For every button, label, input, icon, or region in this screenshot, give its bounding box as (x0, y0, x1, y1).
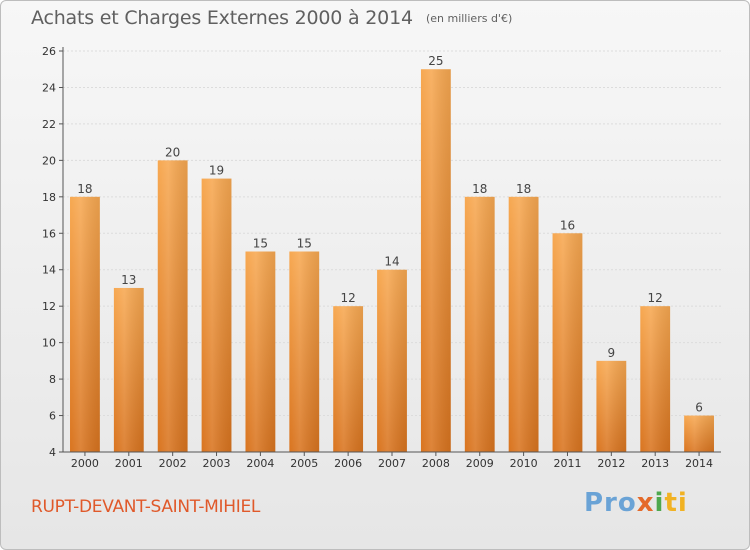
x-tick-label: 2003 (203, 457, 231, 470)
x-tick-label: 2006 (334, 457, 362, 470)
bars (70, 69, 714, 453)
y-tick-label: 18 (42, 191, 56, 204)
bar-shine (113, 287, 144, 452)
chart-subtitle: (en milliers d'€) (425, 12, 513, 25)
bar-value-label: 6 (695, 401, 703, 415)
bar-shine (70, 196, 100, 452)
bar-value-label: 19 (209, 164, 224, 178)
x-tick-label: 2000 (71, 457, 99, 470)
bar-value-label: 15 (297, 237, 312, 251)
logo-part-1: Pro (584, 488, 637, 518)
bar-shine (333, 306, 364, 452)
bar-shine (245, 251, 276, 452)
y-tick-label: 14 (42, 264, 56, 277)
y-tick-label: 26 (42, 45, 56, 58)
proxiti-logo[interactable]: Proxiti (584, 488, 688, 518)
bar-shine (684, 415, 714, 452)
bar-shine (201, 178, 232, 452)
x-tick-label: 2011 (553, 457, 581, 470)
bar-shine (289, 251, 320, 452)
y-tick-label: 22 (42, 118, 56, 131)
x-tick-label: 2004 (246, 457, 274, 470)
y-tick-label: 10 (42, 337, 56, 350)
x-tick-label: 2009 (466, 457, 494, 470)
bar-value-label: 12 (648, 291, 663, 305)
bar-value-label: 18 (77, 182, 92, 196)
x-tick-label: 2013 (641, 457, 669, 470)
bar-value-label: 20 (165, 145, 180, 159)
x-tick-label: 2010 (510, 457, 538, 470)
bar-value-label: 12 (340, 291, 355, 305)
bar-value-label: 16 (560, 218, 575, 232)
y-tick-label: 8 (49, 373, 56, 386)
bar-shine (377, 269, 407, 452)
bar-value-label: 13 (121, 273, 136, 287)
x-tick-label: 2001 (115, 457, 143, 470)
y-tick-label: 4 (49, 446, 56, 459)
chart-title: Achats et Charges Externes 2000 à 2014 (31, 7, 413, 29)
bar-shine (596, 360, 627, 452)
axes: 4 6 8 10 12 14 16 18 20 22 24 26 2000 2001 2002 2003 200… (42, 45, 721, 470)
y-tick-label: 20 (42, 154, 56, 167)
y-tick-label: 12 (42, 300, 56, 313)
bar-value-label: 18 (472, 182, 487, 196)
x-tick-label: 2002 (159, 457, 187, 470)
bar-shine (157, 160, 188, 452)
x-tick-label: 2012 (597, 457, 625, 470)
x-tick-label: 2014 (685, 457, 713, 470)
y-tick-label: 24 (42, 81, 56, 94)
x-tick-label: 2005 (290, 457, 318, 470)
data-labels: 18 13 20 19 15 15 12 14 25 18 18 16 9 12 6 (77, 54, 703, 414)
bar-shine (552, 233, 583, 452)
bar-value-label: 18 (516, 182, 531, 196)
x-tick-label: 2007 (378, 457, 406, 470)
logo-part-2: x (636, 488, 655, 518)
y-tick-label: 16 (42, 227, 56, 240)
bar-shine (640, 306, 671, 452)
commune-name: RUPT-DEVANT-SAINT-MIHIEL (31, 497, 261, 517)
bar-shine (508, 196, 539, 452)
bar-value-label: 25 (428, 54, 443, 68)
y-tick-label: 6 (49, 410, 56, 423)
logo-part-4: ti (664, 488, 688, 518)
bar-value-label: 15 (253, 237, 268, 251)
title-row: Achats et Charges Externes 2000 à 2014 (… (31, 7, 512, 29)
x-tick-label: 2008 (422, 457, 450, 470)
bar-shine (464, 196, 495, 452)
bar-value-label: 9 (608, 346, 616, 360)
bar-value-label: 14 (384, 255, 399, 269)
logo-part-3: i (654, 488, 665, 518)
bar-shine (420, 69, 451, 453)
